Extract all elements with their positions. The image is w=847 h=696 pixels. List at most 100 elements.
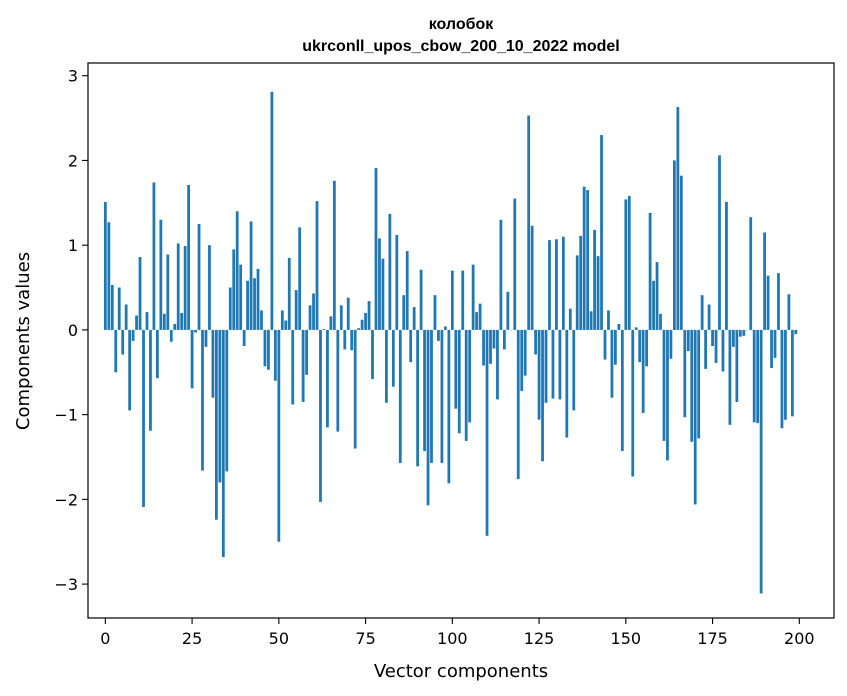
bar-169 <box>690 329 694 442</box>
bar-49 <box>273 329 277 381</box>
bar-18 <box>166 254 170 330</box>
bar-100 <box>450 270 454 330</box>
bar-106 <box>471 264 475 330</box>
bar-73 <box>357 328 361 330</box>
bar-151 <box>627 196 631 330</box>
bar-132 <box>561 236 565 330</box>
bar-83 <box>391 329 395 387</box>
bar-165 <box>676 107 680 330</box>
bar-163 <box>669 329 673 359</box>
bar-120 <box>520 329 524 391</box>
bar-173 <box>704 329 708 369</box>
x-tick-label: 0 <box>100 629 110 648</box>
bar-108 <box>478 303 482 330</box>
bar-95 <box>433 295 437 330</box>
x-tick-label: 25 <box>182 629 202 648</box>
bar-136 <box>575 255 579 330</box>
bar-133 <box>565 329 569 438</box>
bar-148 <box>617 323 621 330</box>
bar-63 <box>322 329 326 330</box>
x-tick-label: 75 <box>355 629 375 648</box>
bar-167 <box>683 329 687 418</box>
bar-101 <box>454 329 458 409</box>
bar-10 <box>138 257 142 330</box>
bar-2 <box>110 285 114 330</box>
bar-90 <box>416 329 420 467</box>
bar-140 <box>589 311 593 330</box>
bar-166 <box>679 175 683 330</box>
bar-75 <box>364 312 367 330</box>
bar-88 <box>409 329 413 363</box>
bar-138 <box>582 186 586 330</box>
bar-62 <box>319 329 322 502</box>
bar-11 <box>142 329 145 507</box>
bar-164 <box>673 160 676 330</box>
bar-187 <box>752 329 756 423</box>
bar-29 <box>204 329 208 347</box>
bar-146 <box>610 329 614 398</box>
bar-78 <box>374 168 378 330</box>
bar-28 <box>201 329 204 471</box>
bar-41 <box>246 280 249 330</box>
plot-area-frame <box>87 62 835 619</box>
bar-72 <box>353 329 357 449</box>
bar-33 <box>218 329 222 483</box>
x-tick-label: 150 <box>611 629 642 648</box>
bar-125 <box>537 329 541 420</box>
bar-178 <box>721 329 725 372</box>
bar-21 <box>176 243 180 330</box>
bar-55 <box>294 290 298 330</box>
chart-subtitle: ukrconll_upos_cbow_200_10_2022 model <box>302 38 619 55</box>
bar-190 <box>763 232 766 330</box>
bar-98 <box>443 326 447 330</box>
y-tick-label: 1 <box>68 236 78 255</box>
bar-71 <box>350 329 354 351</box>
bar-60 <box>312 293 315 330</box>
bar-53 <box>287 257 291 330</box>
bar-87 <box>405 251 409 330</box>
bar-56 <box>298 227 302 330</box>
bar-153 <box>634 327 638 330</box>
bar-86 <box>402 295 406 330</box>
bar-142 <box>596 256 600 330</box>
bar-68 <box>339 305 343 330</box>
bar-9 <box>135 315 138 330</box>
bar-48 <box>270 91 274 330</box>
y-tick-label: 3 <box>68 67 78 86</box>
y-tick-label: −2 <box>54 490 78 509</box>
bar-105 <box>468 329 472 423</box>
bar-74 <box>360 319 364 330</box>
bar-85 <box>398 329 402 463</box>
bar-57 <box>301 329 305 402</box>
bar-193 <box>773 329 777 358</box>
bar-36 <box>228 287 232 330</box>
bar-155 <box>641 329 645 413</box>
bar-0 <box>103 201 107 330</box>
bar-111 <box>489 329 492 364</box>
bar-189 <box>759 329 763 594</box>
bar-6 <box>124 304 128 330</box>
bar-139 <box>586 190 590 330</box>
bar-31 <box>211 329 215 398</box>
bar-79 <box>378 238 381 330</box>
bar-112 <box>492 329 496 349</box>
bar-131 <box>558 329 562 400</box>
bar-80 <box>381 258 385 330</box>
bar-119 <box>516 329 520 480</box>
bar-82 <box>388 213 392 330</box>
bar-93 <box>426 329 430 506</box>
bar-114 <box>499 219 503 330</box>
bar-128 <box>548 240 551 330</box>
bar-147 <box>614 329 617 365</box>
bar-168 <box>686 329 690 352</box>
bar-115 <box>502 329 506 350</box>
bar-38 <box>235 211 239 330</box>
bar-15 <box>156 329 159 379</box>
bar-92 <box>423 329 426 452</box>
bar-34 <box>221 329 225 557</box>
bar-23 <box>183 246 187 330</box>
bar-3 <box>114 329 118 373</box>
bar-141 <box>593 229 596 330</box>
bar-81 <box>385 329 388 403</box>
bar-84 <box>395 235 399 330</box>
